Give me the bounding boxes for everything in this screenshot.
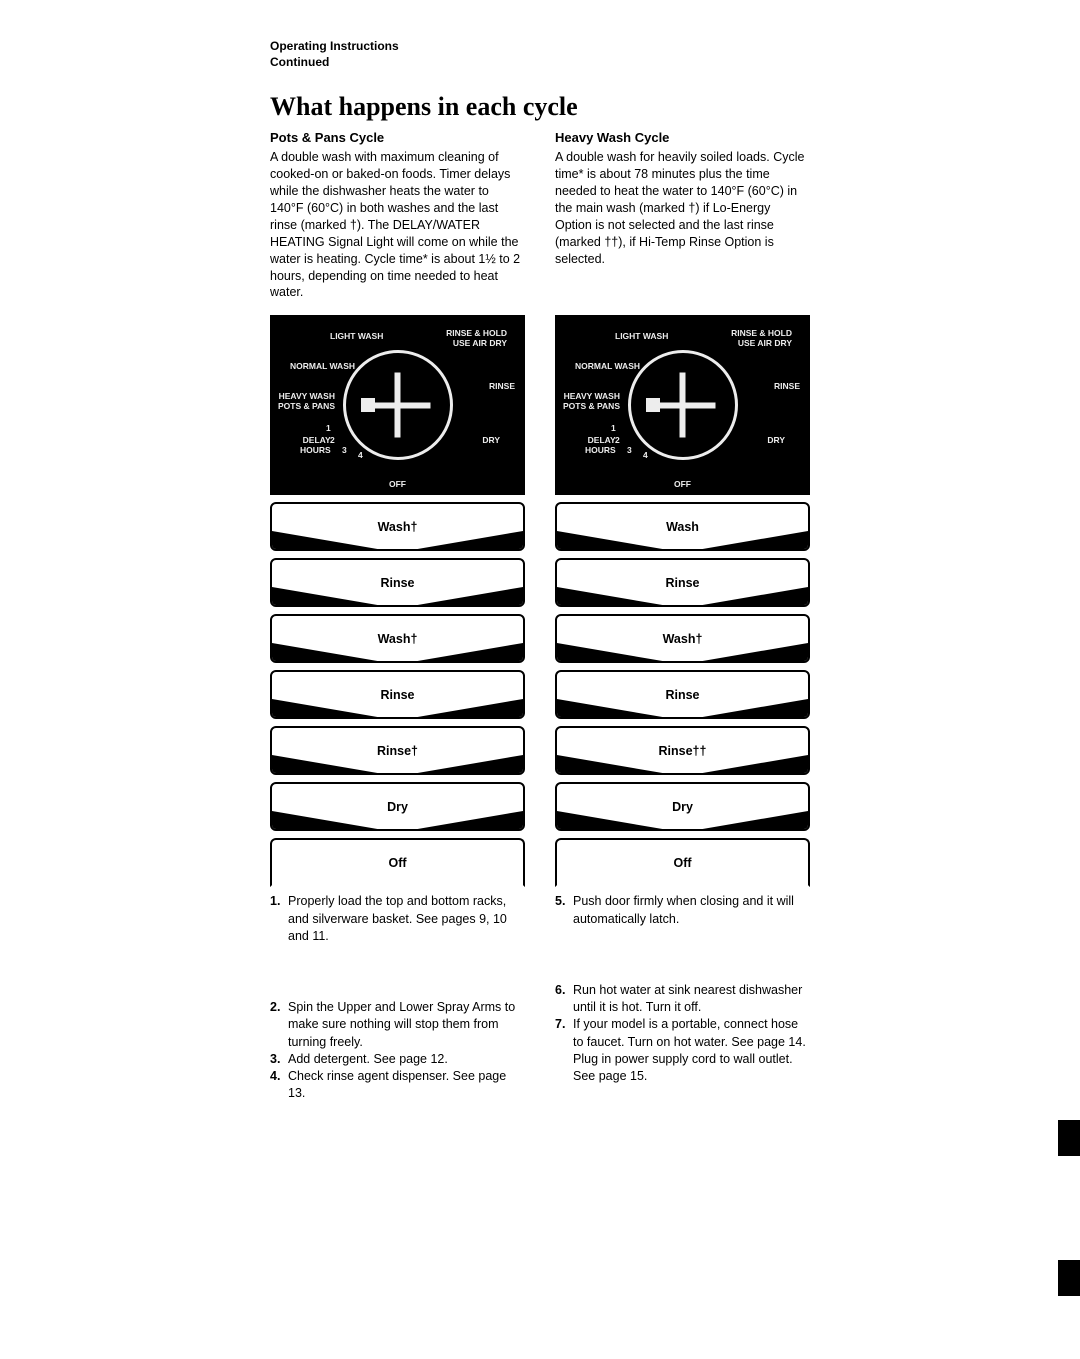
layout-gap (270, 945, 525, 999)
page-title: What happens in each cycle (270, 92, 810, 122)
dial-knob-icon (365, 373, 430, 438)
dial-label-light-wash: LIGHT WASH (615, 331, 668, 341)
stage-funnel-icon (557, 755, 808, 775)
page-edge-mark (1058, 1260, 1080, 1296)
step-text: Add detergent. See page 12. (288, 1051, 448, 1068)
dial-knob-icon (650, 373, 715, 438)
dial-label-delay-hours: DELAY HOURS (300, 435, 331, 455)
dial-number-2: 2 (330, 435, 335, 445)
dial-ring-icon (628, 350, 738, 460)
dial-label-rinse: RINSE (489, 381, 515, 391)
step-text: If your model is a portable, connect hos… (573, 1016, 810, 1085)
dial-number-3: 3 (342, 445, 347, 455)
cycle-stage: Rinse† (270, 726, 525, 775)
dial-label-dry: DRY (767, 435, 785, 445)
dial-label-rinse-hold: RINSE & HOLD USE AIR DRY (731, 329, 792, 348)
step-text: Run hot water at sink nearest dishwasher… (573, 982, 810, 1017)
stage-funnel-icon (557, 699, 808, 719)
cycle-stage: Rinse (555, 558, 810, 607)
step-number: 6. (555, 982, 573, 1017)
dial-label-dry: DRY (482, 435, 500, 445)
dial-number-2: 2 (615, 435, 620, 445)
instruction-step: 3.Add detergent. See page 12. (270, 1051, 525, 1068)
step-text: Push door firmly when closing and it wil… (573, 893, 810, 928)
instruction-step: 2.Spin the Upper and Lower Spray Arms to… (270, 999, 525, 1051)
instruction-step: 7.If your model is a portable, connect h… (555, 1016, 810, 1085)
instruction-step: 1.Properly load the top and bottom racks… (270, 893, 525, 945)
cycle-stage: Wash† (270, 502, 525, 551)
step-text: Properly load the top and bottom racks, … (288, 893, 525, 945)
instruction-step: 6.Run hot water at sink nearest dishwash… (555, 982, 810, 1017)
right-heading: Heavy Wash Cycle (555, 130, 810, 145)
stage-funnel-icon (557, 643, 808, 663)
dial-label-off: OFF (389, 479, 406, 489)
dial-label-delay-hours: DELAY HOURS (585, 435, 616, 455)
cycle-stage-label: Off (673, 856, 691, 870)
step-number: 5. (555, 893, 573, 928)
step-number: 7. (555, 1016, 573, 1085)
dial-ring-icon (343, 350, 453, 460)
stage-funnel-icon (272, 699, 523, 719)
stage-funnel-icon (557, 811, 808, 831)
instruction-step: 4.Check rinse agent dispenser. See page … (270, 1068, 525, 1103)
dial-label-heavy-wash: HEAVY WASH POTS & PANS (563, 391, 620, 411)
step-number: 1. (270, 893, 288, 945)
cycle-stage: Dry (270, 782, 525, 831)
step-number: 3. (270, 1051, 288, 1068)
dial-number-4: 4 (358, 450, 363, 460)
right-para: A double wash for heavily soiled loads. … (555, 149, 810, 267)
stage-funnel-icon (272, 531, 523, 551)
dial-label-rinse-hold: RINSE & HOLD USE AIR DRY (446, 329, 507, 348)
dial-number-1: 1 (326, 423, 331, 433)
header-line2: Continued (270, 54, 810, 70)
stage-funnel-icon (272, 587, 523, 607)
cycle-stage: Wash† (555, 614, 810, 663)
cycle-stage: Wash (555, 502, 810, 551)
stage-funnel-icon (557, 531, 808, 551)
step-number: 2. (270, 999, 288, 1051)
dial-number-1: 1 (611, 423, 616, 433)
page-edge-mark (1058, 1120, 1080, 1156)
step-text: Check rinse agent dispenser. See page 13… (288, 1068, 525, 1103)
step-text: Spin the Upper and Lower Spray Arms to m… (288, 999, 525, 1051)
dial-number-3: 3 (627, 445, 632, 455)
dial-pots-pans: LIGHT WASH NORMAL WASH HEAVY WASH POTS &… (270, 315, 525, 495)
cycle-stage: Rinse (270, 670, 525, 719)
dial-label-normal-wash: NORMAL WASH (575, 361, 640, 371)
layout-gap (555, 928, 810, 982)
cycle-stage: Wash† (270, 614, 525, 663)
dial-label-light-wash: LIGHT WASH (330, 331, 383, 341)
cycle-stage: Dry (555, 782, 810, 831)
left-heading: Pots & Pans Cycle (270, 130, 525, 145)
dial-label-heavy-wash: HEAVY WASH POTS & PANS (278, 391, 335, 411)
stage-funnel-icon (272, 755, 523, 775)
left-para: A double wash with maximum cleaning of c… (270, 149, 525, 301)
stage-funnel-icon (272, 811, 523, 831)
stage-funnel-icon (272, 643, 523, 663)
instruction-step: 5.Push door firmly when closing and it w… (555, 893, 810, 928)
cycle-stage: Rinse†† (555, 726, 810, 775)
cycle-stage: Rinse (555, 670, 810, 719)
dial-heavy-wash: LIGHT WASH NORMAL WASH HEAVY WASH POTS &… (555, 315, 810, 495)
step-number: 4. (270, 1068, 288, 1103)
cycle-stage-label: Off (388, 856, 406, 870)
dial-label-off: OFF (674, 479, 691, 489)
cycle-stage: Off (555, 838, 810, 887)
dial-number-4: 4 (643, 450, 648, 460)
cycle-stage: Rinse (270, 558, 525, 607)
header-line1: Operating Instructions (270, 38, 810, 54)
stage-funnel-icon (557, 587, 808, 607)
cycle-stage: Off (270, 838, 525, 887)
dial-label-rinse: RINSE (774, 381, 800, 391)
dial-label-normal-wash: NORMAL WASH (290, 361, 355, 371)
